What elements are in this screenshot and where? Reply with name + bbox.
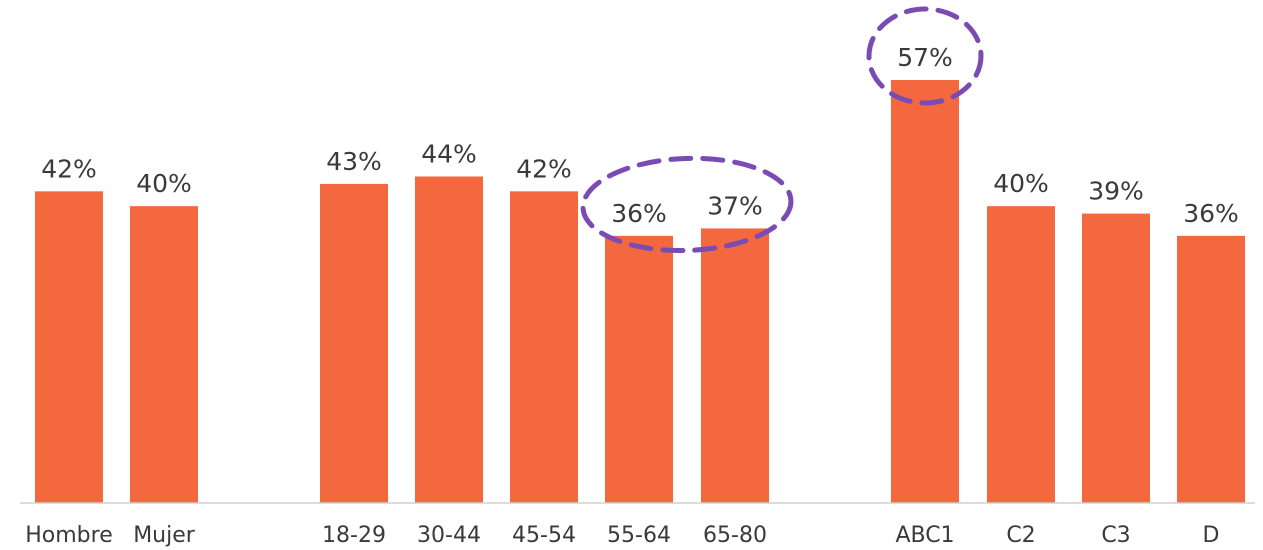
bar-18-29 (320, 183, 388, 504)
highlight-circle-55-64-65-80 (580, 155, 794, 254)
value-label-55-64: 36% (611, 199, 667, 228)
labels-layer: 42% Hombre 40% Mujer 43% 18-29 44% 30-44 42% 45-5… (25, 43, 1239, 548)
value-label-hombre: 42% (41, 154, 97, 183)
bar-c2 (987, 206, 1055, 503)
bar-65-80 (701, 228, 769, 503)
category-label-18-29: 18-29 (322, 523, 386, 548)
bar-d (1177, 235, 1245, 503)
category-label-abc1: ABC1 (895, 523, 954, 548)
value-label-30-44: 44% (421, 139, 477, 168)
value-label-65-80: 37% (707, 191, 763, 220)
category-label-30-44: 30-44 (417, 523, 481, 548)
category-label-45-54: 45-54 (512, 523, 576, 548)
category-label-65-80: 65-80 (703, 523, 767, 548)
bar-mujer (130, 206, 198, 503)
value-label-d: 36% (1183, 199, 1239, 228)
category-label-d: D (1203, 523, 1220, 548)
category-label-c2: C2 (1006, 523, 1035, 548)
bar-c3 (1082, 213, 1150, 503)
category-label-55-64: 55-64 (607, 523, 671, 548)
highlight-layer (580, 6, 984, 254)
value-label-18-29: 43% (326, 147, 382, 176)
highlight-circle-abc1 (866, 6, 984, 106)
bar-45-54 (510, 191, 578, 503)
bars-layer (35, 80, 1245, 504)
bar-30-44 (415, 176, 483, 503)
value-label-mujer: 40% (136, 169, 192, 198)
category-label-mujer: Mujer (133, 523, 196, 548)
category-label-hombre: Hombre (25, 523, 113, 548)
value-label-c2: 40% (993, 169, 1049, 198)
bar-55-64 (605, 235, 673, 503)
bar-hombre (35, 191, 103, 503)
value-label-abc1: 57% (897, 43, 953, 72)
category-label-c3: C3 (1101, 523, 1130, 548)
bar-abc1 (891, 80, 959, 503)
value-label-c3: 39% (1088, 177, 1144, 206)
value-label-45-54: 42% (516, 154, 572, 183)
